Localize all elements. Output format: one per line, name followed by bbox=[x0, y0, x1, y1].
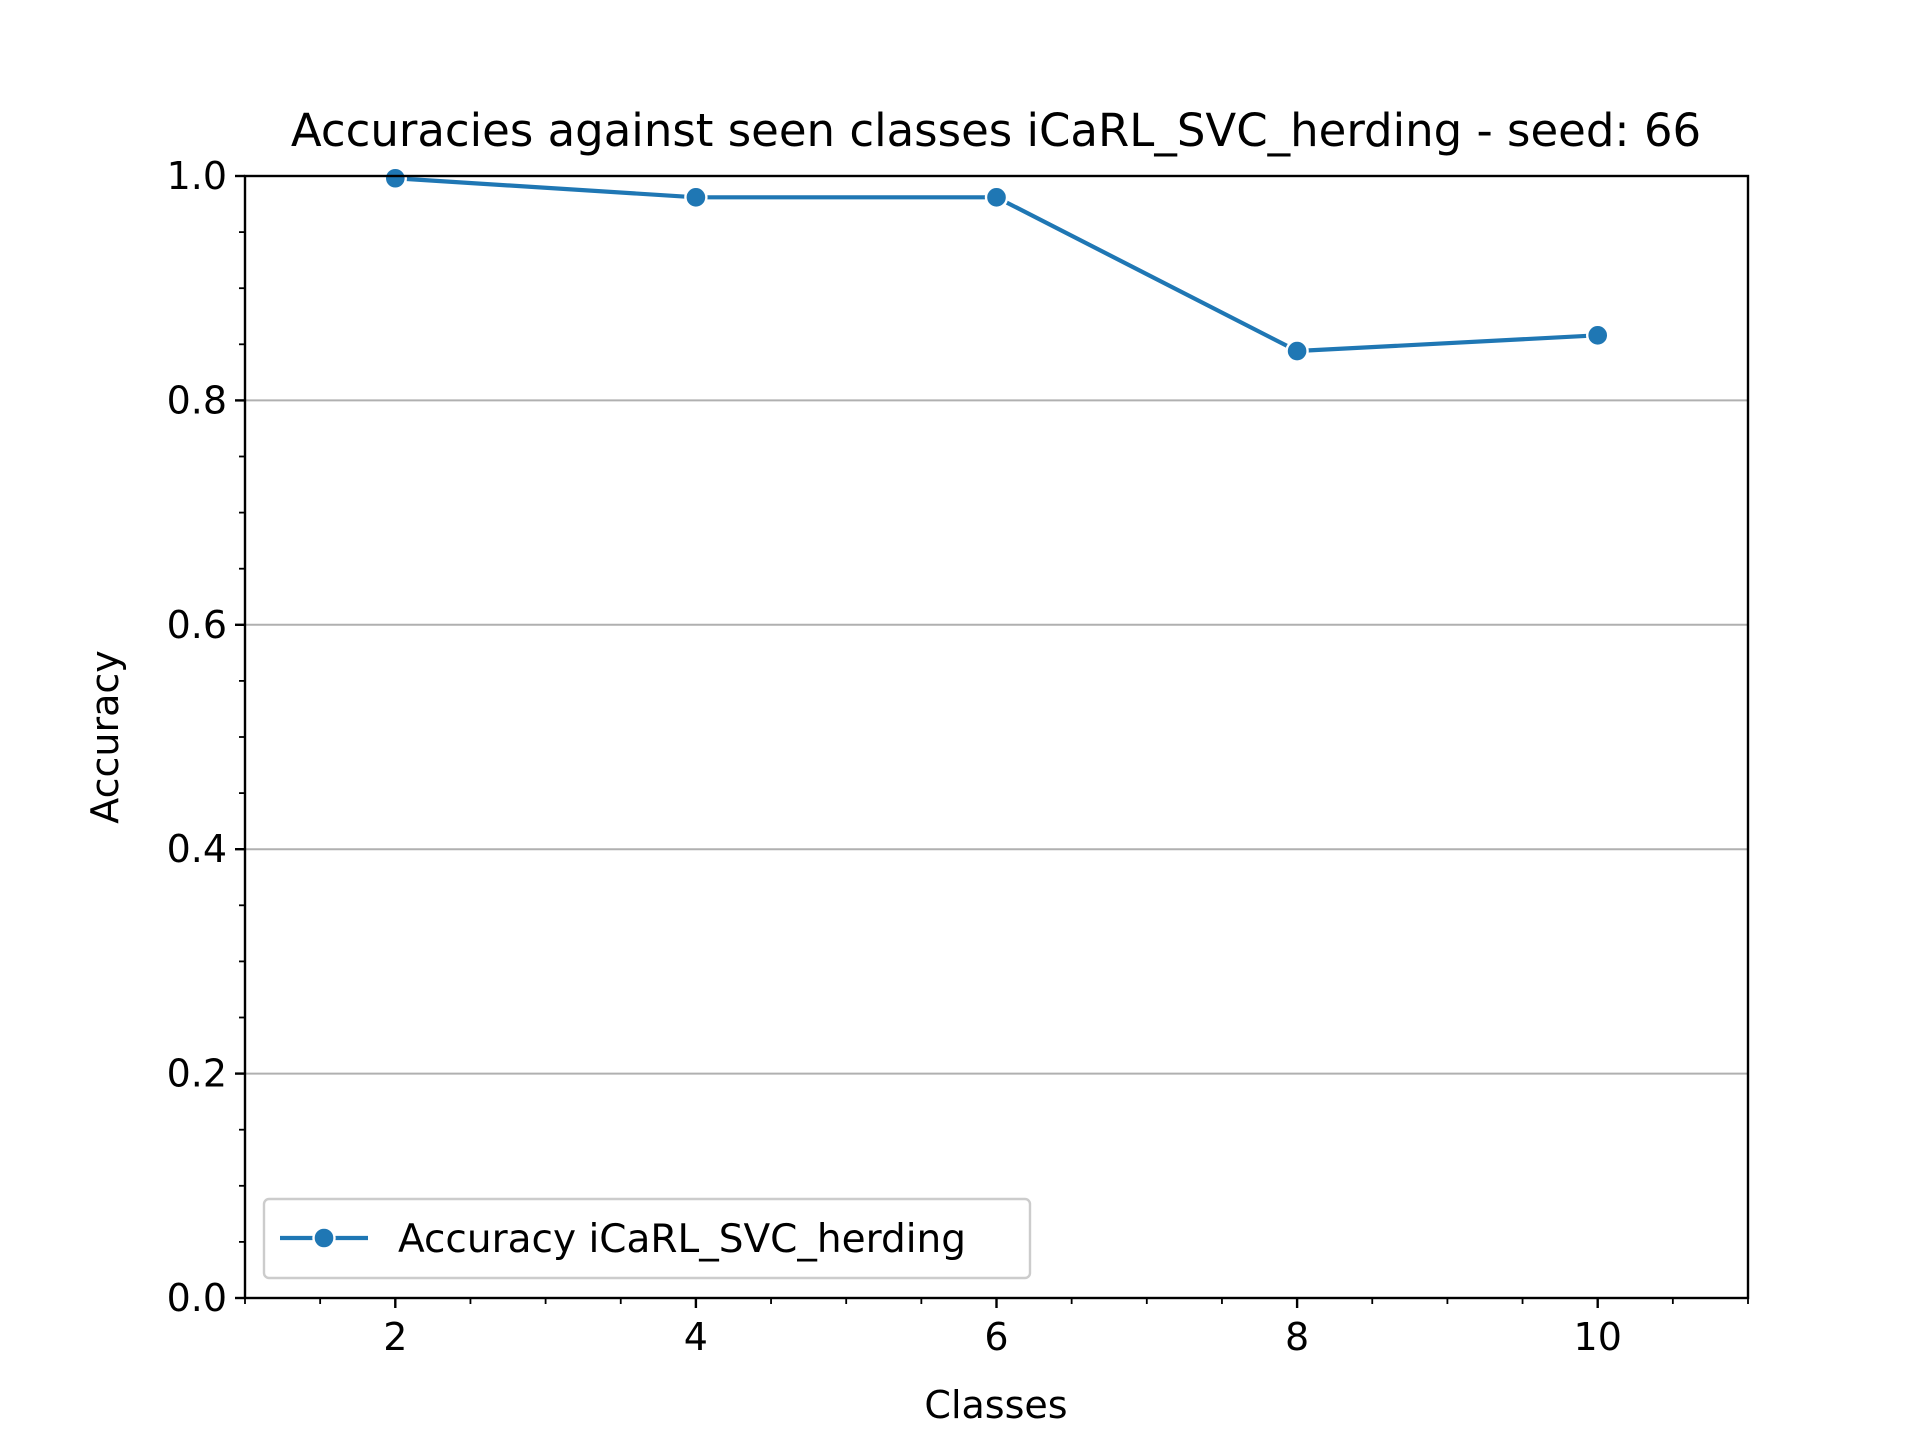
data-point bbox=[1285, 339, 1309, 363]
data-point bbox=[383, 166, 407, 190]
legend-box bbox=[262, 1197, 1032, 1280]
y-axis-label: Accuracy bbox=[83, 650, 127, 824]
legend-marker-sample bbox=[312, 1226, 336, 1250]
data-point bbox=[984, 185, 1009, 210]
y-tick-label: 1.0 bbox=[167, 154, 227, 198]
x-tick-label: 8 bbox=[1285, 1315, 1309, 1359]
plot-frame bbox=[243, 174, 1750, 1300]
y-tick-label: 0.2 bbox=[167, 1052, 227, 1096]
x-tick-label: 4 bbox=[684, 1315, 708, 1359]
y-tick-label: 0.0 bbox=[167, 1276, 227, 1320]
y-tick-label: 0.6 bbox=[167, 603, 227, 647]
y-tick-label: 0.4 bbox=[167, 827, 227, 871]
series-layer bbox=[383, 166, 1610, 363]
data-point bbox=[684, 185, 708, 210]
x-axis-label: Classes bbox=[924, 1383, 1067, 1427]
tick-labels: 0.0 0.2 0.4 0.6 0.8 1.0 2 4 6 8 10 bbox=[167, 154, 1622, 1359]
chart-title: Accuracies against seen classes iCaRL_SV… bbox=[291, 104, 1701, 157]
x-tick-label: 2 bbox=[383, 1315, 407, 1359]
y-tick-label: 0.8 bbox=[167, 378, 227, 422]
legend-entry-label: Accuracy iCaRL_SVC_herding bbox=[398, 1217, 966, 1262]
x-tick-label: 6 bbox=[984, 1315, 1008, 1359]
major-ticks bbox=[235, 174, 1599, 1308]
data-point bbox=[1585, 323, 1610, 348]
x-tick-label: 10 bbox=[1574, 1315, 1622, 1359]
legend: Accuracy iCaRL_SVC_herding bbox=[262, 1197, 1032, 1280]
